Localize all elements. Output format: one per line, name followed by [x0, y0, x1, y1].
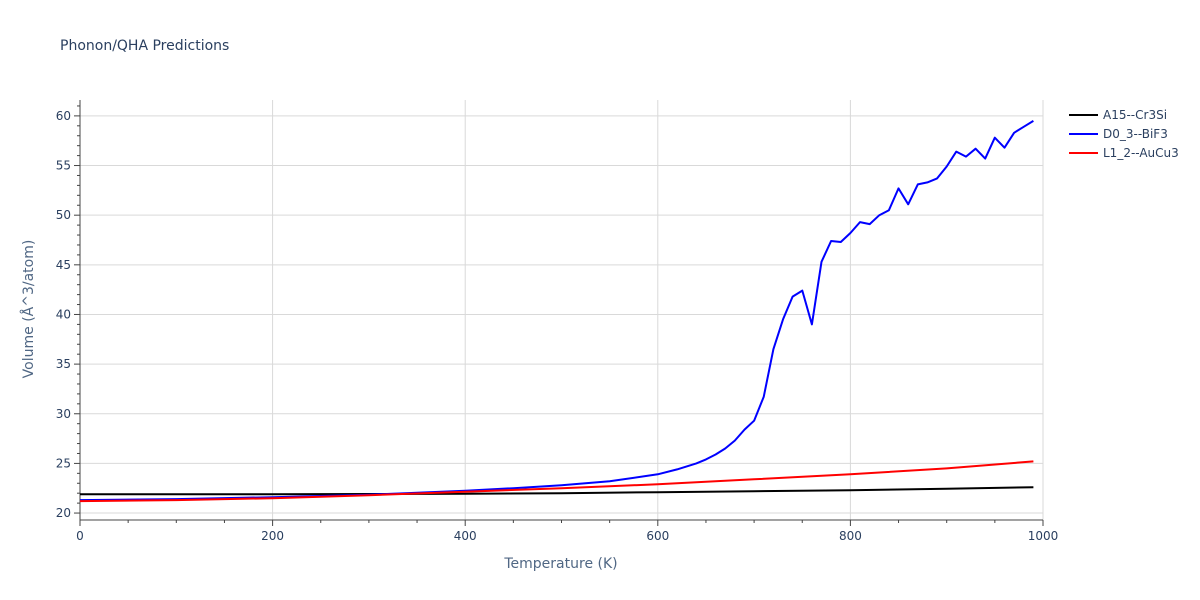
legend-label: D0_3--BiF3	[1103, 127, 1168, 141]
legend-item[interactable]: L1_2--AuCu3	[1069, 146, 1179, 160]
y-tick-label: 50	[56, 208, 71, 222]
legend-item[interactable]: D0_3--BiF3	[1069, 127, 1168, 141]
series-line-1	[80, 486, 1034, 496]
x-axis-title: Temperature (K)	[503, 556, 617, 572]
legend-label: A15--Cr3Si	[1103, 108, 1167, 122]
legend-label: L1_2--AuCu3	[1103, 146, 1179, 160]
series-group	[79, 120, 1034, 503]
y-axis-title: Volume (Å^3/atom)	[20, 240, 37, 379]
x-tick-label: 800	[839, 529, 862, 543]
x-tick-label: 600	[646, 529, 669, 543]
series-line-2	[79, 120, 1034, 502]
legend[interactable]: A15--Cr3Si D0_3--BiF3 L1_2--AuCu3	[1069, 108, 1179, 160]
legend-item[interactable]: A15--Cr3Si	[1069, 108, 1167, 122]
x-tick-label: 200	[261, 529, 284, 543]
y-tick-label: 60	[56, 109, 71, 123]
y-tick-label: 55	[56, 159, 71, 173]
y-tick-label: 35	[56, 357, 71, 371]
x-tick-label: 0	[76, 529, 84, 543]
axes	[74, 100, 1044, 526]
series-line-3	[79, 460, 1034, 503]
y-tick-label: 30	[56, 407, 71, 421]
y-tick-label: 45	[56, 258, 71, 272]
x-tick-label: 1000	[1028, 529, 1059, 543]
y-tick-label: 40	[56, 307, 71, 321]
tick-labels: 0 200 400 600 800 1000 20 25 30 35 40 45 50 55 60	[56, 109, 1059, 543]
y-tick-label: 25	[56, 456, 71, 470]
y-tick-label: 20	[56, 506, 71, 520]
chart-title: Phonon/QHA Predictions	[60, 38, 229, 54]
grid	[80, 100, 1044, 520]
x-tick-label: 400	[454, 529, 477, 543]
